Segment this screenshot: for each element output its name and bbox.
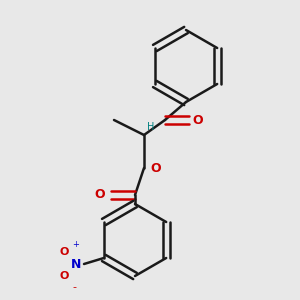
Text: H: H [147,122,154,132]
Text: O: O [60,247,69,257]
Text: +: + [72,240,79,249]
Text: O: O [150,161,160,175]
Text: -: - [72,282,76,292]
Text: N: N [70,257,81,271]
Text: O: O [192,113,202,127]
Text: O: O [60,271,69,281]
Text: O: O [94,188,105,202]
